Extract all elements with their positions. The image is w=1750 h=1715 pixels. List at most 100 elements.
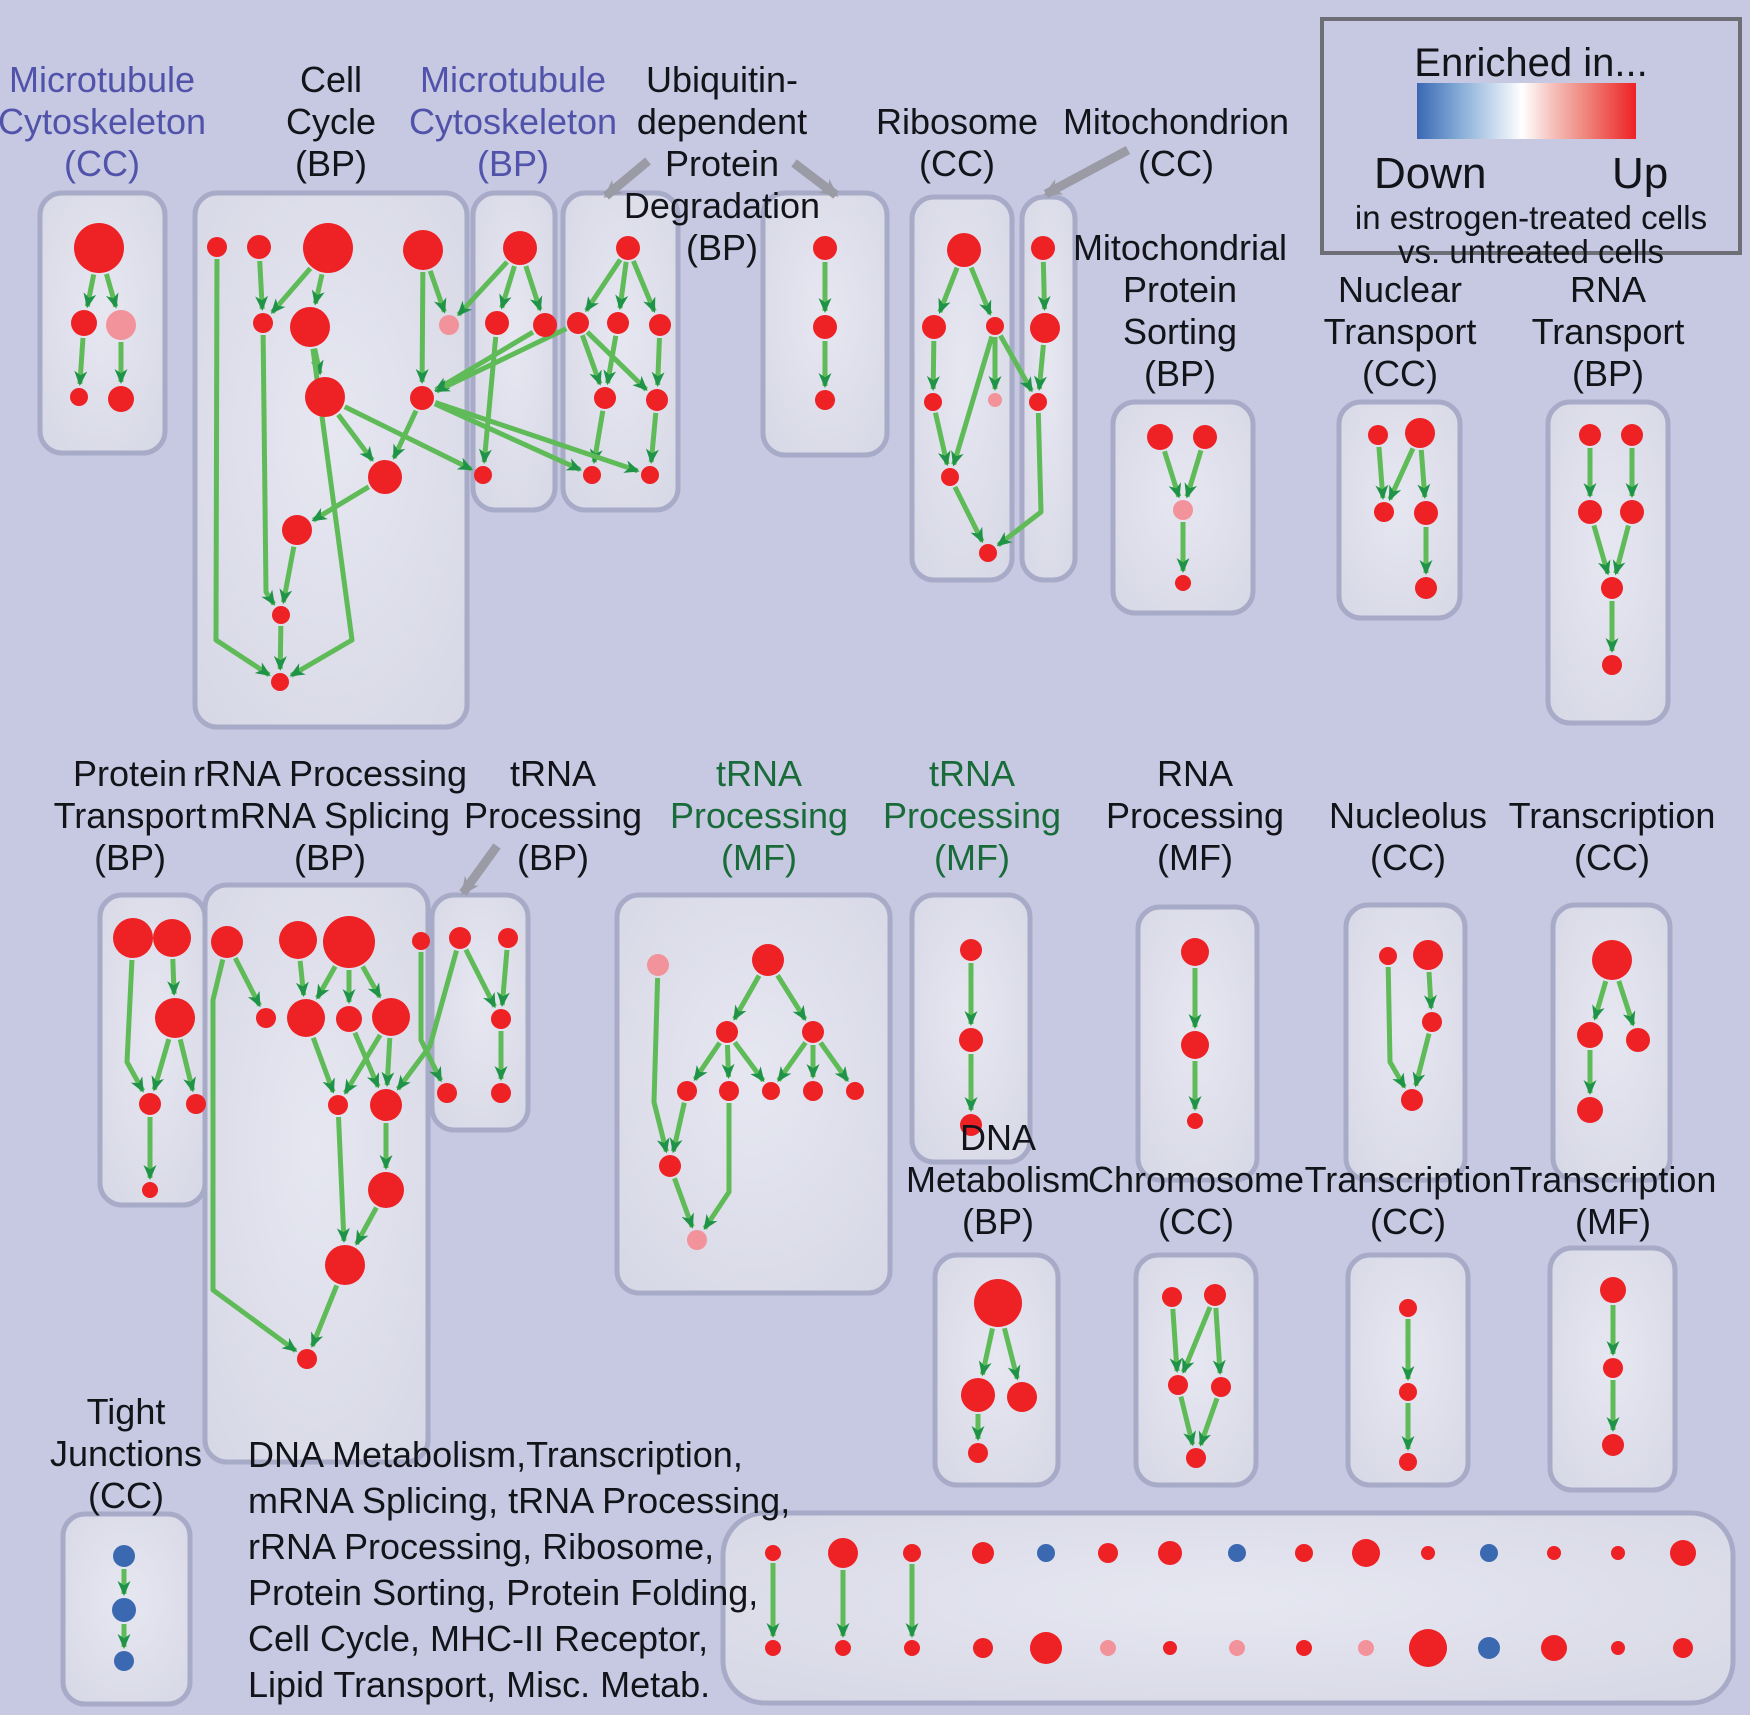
edge	[83, 273, 97, 309]
edge	[775, 973, 808, 1021]
edge	[1184, 449, 1204, 499]
edge	[937, 266, 960, 314]
node	[112, 1598, 136, 1622]
panel-node	[1098, 1543, 1118, 1563]
label-trna-processing-mf-large: (MF)	[721, 837, 797, 878]
node	[305, 377, 345, 417]
edge	[343, 1033, 383, 1095]
node	[1211, 1377, 1231, 1397]
edge	[1612, 524, 1631, 576]
label-transcription-mf: (MF)	[1575, 1201, 1651, 1242]
node	[491, 1009, 511, 1029]
node	[211, 926, 243, 958]
label-mitochondrial-protein-sorting-bp: Mitochondrial	[1073, 227, 1287, 268]
node	[1186, 1448, 1206, 1468]
panel-node	[1100, 1640, 1116, 1656]
edge	[952, 485, 985, 544]
node	[328, 1095, 348, 1115]
edge	[343, 404, 474, 472]
panel-node	[1229, 1640, 1245, 1656]
label-rrna-processing-mrna-splicing-bp: (BP)	[294, 837, 366, 878]
node	[155, 998, 195, 1038]
node	[368, 460, 402, 494]
edge	[589, 410, 606, 465]
edge	[721, 1044, 735, 1080]
node	[1577, 1097, 1603, 1123]
node	[437, 1083, 457, 1103]
label-trna-processing-bp: Processing	[464, 795, 642, 836]
edge	[1002, 1327, 1021, 1381]
node	[1600, 1277, 1626, 1303]
edge	[523, 265, 543, 312]
label-nuclear-transport-cc: (CC)	[1362, 353, 1438, 394]
label-mitochondrial-protein-sorting-bp: Sorting	[1123, 311, 1237, 352]
label-ubiquitin-dependent-protein-degradation-bp: Ubiquitin-	[646, 59, 798, 100]
label-nucleolus-cc: Nucleolus	[1329, 795, 1487, 836]
edge	[932, 412, 951, 467]
note-line: Lipid Transport, Misc. Metab.	[248, 1664, 711, 1705]
node	[1181, 938, 1209, 966]
node	[71, 310, 97, 336]
label-ribosome-cc: (CC)	[919, 143, 995, 184]
note-line: Protein Sorting, Protein Folding,	[248, 1572, 759, 1613]
node	[70, 388, 88, 406]
label-protein-transport-bp: Protein	[73, 753, 187, 794]
node	[960, 1114, 982, 1136]
node	[752, 944, 784, 976]
node	[974, 1279, 1022, 1327]
label-microtubule-cytoskeleton-cc: (CC)	[64, 143, 140, 184]
node	[336, 1006, 362, 1032]
edge	[1592, 980, 1609, 1021]
edge	[210, 958, 298, 1353]
group-box-trna-processing-mf-large	[614, 892, 893, 1296]
label-rna-transport-bp: RNA	[1570, 269, 1646, 310]
group-box-rrna-processing-mrna-splicing-bp	[202, 882, 431, 1465]
node	[1031, 236, 1055, 260]
node	[1399, 1383, 1417, 1401]
node	[1621, 424, 1643, 446]
edge	[732, 974, 762, 1021]
annotation-arrow	[1043, 146, 1131, 198]
label-rna-processing-mf: Processing	[1106, 795, 1284, 836]
node	[1405, 418, 1435, 448]
node	[719, 1081, 739, 1101]
node	[1601, 577, 1623, 599]
label-microtubule-cytoskeleton-cc: Cytoskeleton	[0, 101, 206, 142]
label-nuclear-transport-cc: Transport	[1324, 311, 1477, 352]
node	[616, 236, 640, 260]
node	[485, 311, 509, 335]
label-trna-processing-mf-large: Processing	[670, 795, 848, 836]
edge	[151, 1038, 172, 1092]
edge	[354, 1206, 379, 1246]
edge	[968, 266, 993, 316]
node	[113, 1545, 135, 1567]
node	[924, 393, 942, 411]
node	[813, 315, 837, 339]
node	[372, 998, 410, 1036]
node	[368, 1172, 404, 1208]
label-transcription-cc-bottom: (CC)	[1370, 1201, 1446, 1242]
group-box-rna-transport-bp	[1545, 399, 1671, 726]
node	[1379, 947, 1397, 965]
edge	[651, 337, 665, 388]
label-dna-metabolism-bp: Metabolism	[906, 1159, 1090, 1200]
node	[762, 1082, 780, 1100]
node	[607, 312, 629, 334]
node	[1007, 1382, 1037, 1412]
label-nuclear-transport-cc: Nuclear	[1338, 269, 1462, 310]
label-tight-junctions-cc: Junctions	[50, 1433, 202, 1474]
node	[279, 921, 317, 959]
panel-node	[1352, 1539, 1380, 1567]
panel-node	[1409, 1629, 1447, 1667]
note-line: DNA Metabolism,Transcription,	[248, 1434, 743, 1475]
panel-node	[1541, 1635, 1567, 1661]
label-rna-transport-bp: Transport	[1532, 311, 1685, 352]
edge	[456, 260, 509, 317]
panel-node	[1611, 1546, 1625, 1560]
panel-node	[828, 1538, 858, 1568]
node	[1592, 940, 1632, 980]
node	[1413, 940, 1443, 970]
edge	[381, 1037, 395, 1088]
edge	[776, 1041, 808, 1083]
